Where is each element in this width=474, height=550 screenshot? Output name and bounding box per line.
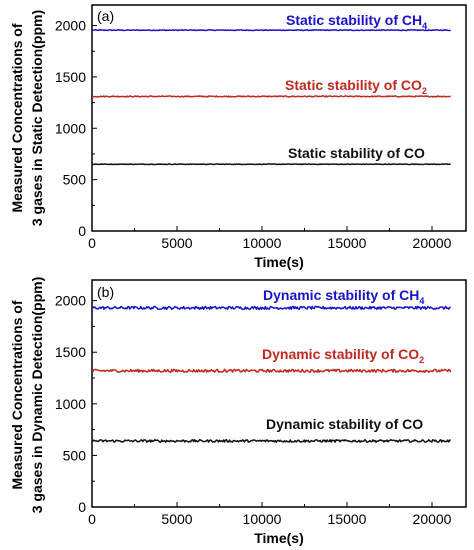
panel-b-xtick-label: 5000 bbox=[161, 511, 192, 527]
panel-b-xlabel: Time(s) bbox=[254, 530, 304, 546]
panel-b-xtick-label: 0 bbox=[88, 511, 96, 527]
panel-b-annotations: Dynamic stability of CH4 Dynamic stabili… bbox=[262, 287, 424, 432]
panel-b-ytick-label: 1000 bbox=[55, 396, 86, 412]
panel-a-ytick-label: 500 bbox=[63, 172, 87, 188]
panel-a-ytick-label: 1500 bbox=[55, 69, 86, 85]
panel-b-series bbox=[91, 305, 452, 443]
panel-a-frame bbox=[91, 4, 467, 232]
annotation-co2-static: Static stability of CO2 bbox=[285, 77, 427, 96]
panel-a-ytick-label: 1000 bbox=[55, 120, 86, 136]
panel-b-yaxis-title: Measured Concentrations of 3 gases in Dy… bbox=[9, 277, 45, 514]
panel-a-yaxis-title: Measured Concentrations of 3 gases in St… bbox=[9, 10, 45, 226]
panel-b-xtick-label: 15000 bbox=[328, 511, 367, 527]
panel-a-series-co bbox=[91, 163, 451, 166]
panel-b-ticks: 0 5000 10000 15000 20000 0 500 1000 1500 2000 bbox=[55, 293, 452, 527]
panel-a-xtick-label: 15000 bbox=[328, 235, 367, 251]
panel-a-xlabel: Time(s) bbox=[254, 254, 304, 270]
annotation-co-static: Static stability of CO bbox=[288, 145, 425, 161]
panel-a-ylabel-line2: 3 gases in Static Detection(ppm) bbox=[29, 10, 45, 226]
panel-b-frame bbox=[91, 279, 467, 508]
annotation-ch4-dynamic: Dynamic stability of CH4 bbox=[263, 287, 424, 306]
panel-b-ylabel-line1: Measured Concentrations of bbox=[9, 300, 25, 489]
panel-b-series-co bbox=[91, 438, 451, 443]
panel-b-series-co2 bbox=[91, 368, 452, 373]
panel-b-ytick-label: 1500 bbox=[55, 344, 86, 360]
panel-a-ticks: 0 5000 10000 15000 20000 0 500 1000 1500 2000 bbox=[55, 18, 452, 251]
panel-a-annotations: Static stability of CH4 Static stability… bbox=[285, 12, 427, 161]
panel-a-ytick-label: 0 bbox=[78, 223, 86, 239]
panel-a-xtick-label: 5000 bbox=[161, 235, 192, 251]
panel-b-ytick-label: 0 bbox=[78, 499, 86, 515]
panel-a-xtick-label: 20000 bbox=[413, 235, 452, 251]
panel-a-label: (a) bbox=[97, 8, 114, 24]
annotation-co2-dynamic: Dynamic stability of CO2 bbox=[262, 346, 424, 365]
annotation-ch4-static: Static stability of CH4 bbox=[286, 12, 427, 31]
panel-a-ylabel-line1: Measured Concentrations of bbox=[9, 23, 25, 212]
panel-b: (b) Measured Concentrations of 3 gases i… bbox=[9, 277, 467, 546]
panel-a-ytick-label: 2000 bbox=[55, 18, 86, 34]
panel-b-ytick-label: 500 bbox=[63, 447, 87, 463]
panel-b-ylabel-line2: 3 gases in Dynamic Detection(ppm) bbox=[29, 277, 45, 514]
panel-b-ytick-label: 2000 bbox=[55, 293, 86, 309]
panel-b-label: (b) bbox=[97, 284, 114, 300]
panel-a-xtick-label: 0 bbox=[88, 235, 96, 251]
panel-b-xtick-label: 10000 bbox=[243, 511, 282, 527]
panel-a-series bbox=[91, 29, 451, 166]
panel-b-series-ch4 bbox=[91, 305, 451, 311]
panel-a: (a) Measured Concentrations of 3 gases i… bbox=[9, 4, 467, 270]
panel-b-xtick-label: 20000 bbox=[413, 511, 452, 527]
panel-a-xtick-label: 10000 bbox=[243, 235, 282, 251]
panel-a-series-co2 bbox=[91, 95, 451, 98]
panel-a-series-ch4 bbox=[91, 29, 451, 32]
annotation-co-dynamic: Dynamic stability of CO bbox=[266, 416, 423, 432]
